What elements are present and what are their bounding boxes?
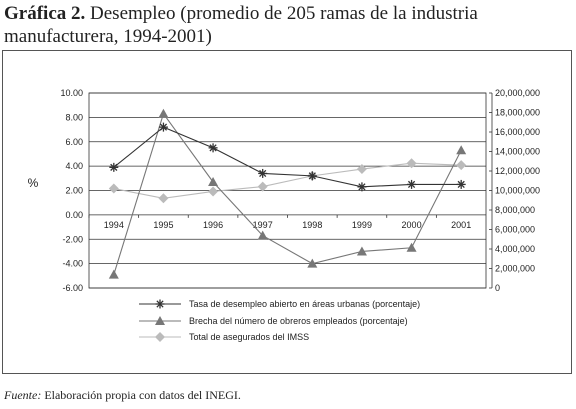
data-point [158,108,169,118]
chart-frame: 10.00 8.00 6.00 4.00 2.00 0.00 -2.00 -4.00 -6.00… [2,50,572,374]
data-point [307,258,318,268]
data-point [208,143,218,153]
data-point [456,145,467,155]
y2-tick-label: 20,000,000 [495,88,540,98]
data-point [258,168,268,178]
legend-label: Tasa de desempleo abierto en áreas urban… [189,299,420,309]
legend-label: Total de asegurados del IMSS [189,332,309,342]
x-tick-label: 2000 [402,220,422,230]
data-point [407,179,417,189]
figure-source: Fuente: Elaboración propia con datos del… [4,388,241,403]
legend-marker [155,332,165,342]
data-point [208,186,219,197]
y2-tick-label: 8,000,000 [495,205,535,215]
x-tick-label: 1996 [203,220,223,230]
data-point [108,183,119,194]
y-tick-label: -2.00 [62,234,83,244]
data-point [307,171,317,181]
data-point [456,160,467,171]
plot-area [88,92,487,289]
y-tick-label: 8.00 [65,112,83,122]
data-point [406,158,417,169]
x-tick-label: 1997 [253,220,273,230]
data-point [208,176,219,186]
y2-tick-label: 16,000,000 [495,127,540,137]
y-tick-label: -6.00 [62,283,83,293]
y-tick-label: 0.00 [65,210,83,220]
legend-label: Brecha del número de obreros empleados (… [189,316,408,326]
data-point [257,181,268,192]
legend-marker [155,316,165,325]
line-chart: 10.00 8.00 6.00 4.00 2.00 0.00 -2.00 -4.00 -6.00… [28,88,540,342]
y-tick-label: 2.00 [65,186,83,196]
data-point [108,269,119,279]
series-line [113,126,462,188]
data-point [158,122,168,132]
legend-marker [155,299,165,309]
x-tick-label: 1995 [153,220,173,230]
y2-tick-label: 6,000,000 [495,225,535,235]
y2-tick-label: 4,000,000 [495,244,535,254]
figure-title-text: Desempleo (promedio de 205 ramas de la i… [4,3,478,47]
x-tick-label: 1999 [352,220,372,230]
y2-tick-label: 18,000,000 [495,108,540,118]
source-text: Elaboración propia con datos del INEGI. [44,388,241,402]
x-tick-label: 1994 [104,220,124,230]
x-tick-label: 2001 [451,220,471,230]
data-point [456,179,466,189]
y-tick-label: 4.00 [65,161,83,171]
data-point [109,162,119,172]
data-point [356,246,367,256]
data-point [257,230,268,240]
data-point [357,182,367,192]
figure-number: Gráfica 2. [4,3,86,24]
y-tick-label: 10.00 [60,88,83,98]
y-tick-label: -4.00 [62,259,83,269]
data-point [406,242,417,252]
y2-tick-label: 2,000,000 [495,264,535,274]
y2-tick-label: 10,000,000 [495,186,540,196]
y2-tick-label: 12,000,000 [495,166,540,176]
source-label: Fuente: [4,388,42,402]
figure-title: Gráfica 2. Desempleo (promedio de 205 ra… [4,2,572,48]
y2-tick-label: 14,000,000 [495,147,540,157]
y-tick-label: 6.00 [65,137,83,147]
data-point [158,193,169,204]
y-axis-label: % [28,176,39,190]
series-line [113,112,462,275]
data-point [356,164,367,175]
y2-tick-label: 0 [495,283,500,293]
x-tick-label: 1998 [302,220,322,230]
series-line [113,162,462,199]
